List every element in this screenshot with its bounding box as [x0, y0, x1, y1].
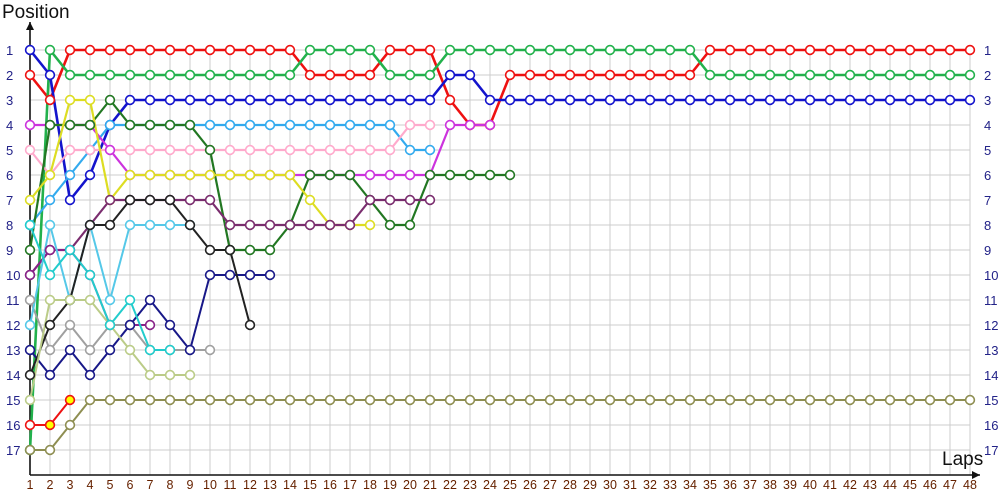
svg-text:5: 5: [107, 478, 114, 492]
svg-text:16: 16: [6, 418, 20, 433]
svg-text:24: 24: [483, 478, 497, 492]
svg-text:15: 15: [984, 393, 998, 408]
svg-text:11: 11: [6, 293, 20, 308]
svg-text:8: 8: [167, 478, 174, 492]
svg-text:4: 4: [87, 478, 94, 492]
svg-text:3: 3: [984, 93, 991, 108]
svg-text:3: 3: [6, 93, 13, 108]
svg-text:26: 26: [523, 478, 537, 492]
svg-text:8: 8: [6, 218, 13, 233]
svg-text:31: 31: [623, 478, 637, 492]
svg-text:23: 23: [463, 478, 477, 492]
svg-text:Position: Position: [2, 2, 70, 23]
svg-text:44: 44: [883, 478, 897, 492]
svg-text:2: 2: [984, 68, 991, 83]
svg-text:29: 29: [583, 478, 597, 492]
svg-text:10: 10: [203, 478, 217, 492]
svg-text:6: 6: [984, 168, 991, 183]
svg-text:37: 37: [743, 478, 757, 492]
svg-text:14: 14: [984, 368, 998, 383]
svg-text:19: 19: [383, 478, 397, 492]
svg-text:15: 15: [6, 393, 20, 408]
svg-text:11: 11: [224, 478, 237, 492]
svg-text:6: 6: [127, 478, 134, 492]
svg-text:1: 1: [984, 43, 991, 58]
svg-text:10: 10: [6, 268, 20, 283]
svg-text:32: 32: [643, 478, 657, 492]
svg-text:7: 7: [6, 193, 13, 208]
svg-text:8: 8: [984, 218, 991, 233]
svg-text:14: 14: [6, 368, 20, 383]
svg-text:11: 11: [984, 293, 998, 308]
svg-text:12: 12: [6, 318, 20, 333]
svg-text:14: 14: [283, 478, 297, 492]
svg-text:13: 13: [263, 478, 277, 492]
svg-text:48: 48: [963, 478, 977, 492]
svg-text:2: 2: [47, 478, 54, 492]
svg-text:4: 4: [984, 118, 991, 133]
svg-text:9: 9: [984, 243, 991, 258]
svg-text:2: 2: [6, 68, 13, 83]
svg-text:45: 45: [903, 478, 917, 492]
svg-text:Laps: Laps: [942, 449, 983, 470]
svg-text:47: 47: [943, 478, 957, 492]
svg-text:9: 9: [187, 478, 194, 492]
svg-text:27: 27: [543, 478, 557, 492]
svg-text:33: 33: [663, 478, 677, 492]
svg-text:13: 13: [6, 343, 20, 358]
svg-text:17: 17: [343, 478, 357, 492]
svg-text:28: 28: [563, 478, 577, 492]
svg-text:18: 18: [363, 478, 377, 492]
svg-text:6: 6: [6, 168, 13, 183]
svg-text:35: 35: [703, 478, 717, 492]
svg-text:13: 13: [984, 343, 998, 358]
svg-text:43: 43: [863, 478, 877, 492]
svg-text:12: 12: [243, 478, 257, 492]
svg-text:42: 42: [843, 478, 857, 492]
svg-text:36: 36: [723, 478, 737, 492]
svg-text:41: 41: [823, 478, 837, 492]
svg-text:17: 17: [984, 443, 998, 458]
svg-text:5: 5: [6, 143, 13, 158]
svg-text:25: 25: [503, 478, 517, 492]
svg-text:30: 30: [603, 478, 617, 492]
svg-text:39: 39: [783, 478, 797, 492]
svg-text:1: 1: [6, 43, 13, 58]
svg-text:3: 3: [67, 478, 74, 492]
svg-text:38: 38: [763, 478, 777, 492]
svg-text:12: 12: [984, 318, 998, 333]
svg-text:40: 40: [803, 478, 817, 492]
svg-text:7: 7: [147, 478, 154, 492]
svg-text:10: 10: [984, 268, 998, 283]
svg-text:16: 16: [984, 418, 998, 433]
svg-text:46: 46: [923, 478, 937, 492]
svg-text:5: 5: [984, 143, 991, 158]
svg-text:17: 17: [6, 443, 20, 458]
svg-text:7: 7: [984, 193, 991, 208]
svg-text:15: 15: [303, 478, 317, 492]
svg-text:21: 21: [423, 478, 437, 492]
svg-text:9: 9: [6, 243, 13, 258]
svg-text:1: 1: [27, 478, 34, 492]
svg-text:22: 22: [443, 478, 457, 492]
svg-text:20: 20: [403, 478, 417, 492]
svg-text:16: 16: [323, 478, 337, 492]
svg-text:4: 4: [6, 118, 13, 133]
svg-text:34: 34: [683, 478, 697, 492]
